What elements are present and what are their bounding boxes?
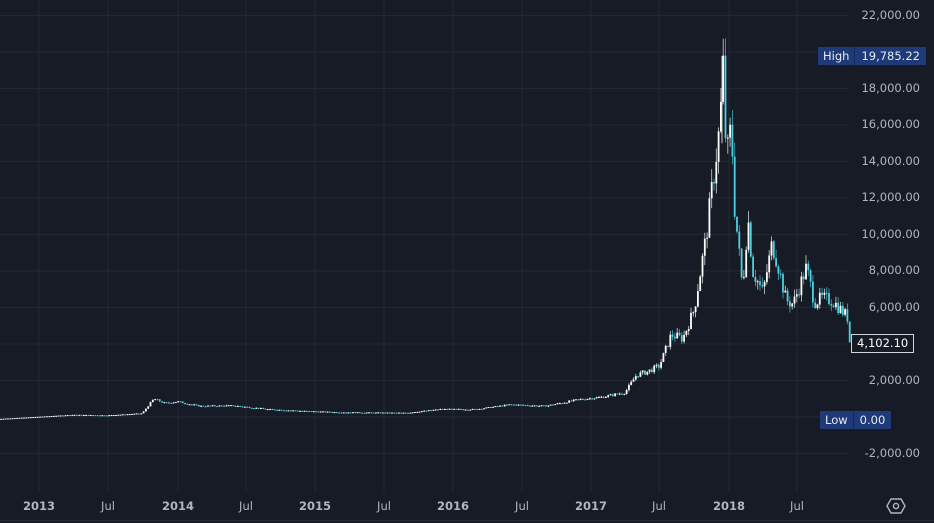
time-tick: 2014 (161, 499, 195, 513)
price-tick: 22,000.00 (861, 8, 920, 22)
price-tick: 2,000.00 (868, 373, 920, 387)
last-price-label: 4,102.10 (851, 334, 915, 353)
time-tick: Jul (790, 499, 804, 513)
price-tick: 6,000.00 (868, 300, 920, 314)
price-tick: 14,000.00 (861, 154, 920, 168)
high-tag-value: 19,785.22 (855, 47, 926, 65)
price-tick: 18,000.00 (861, 81, 920, 95)
price-tick: 16,000.00 (861, 117, 920, 131)
high-price-tag: High 19,785.22 (818, 47, 926, 65)
low-tag-value: 0.00 (853, 411, 892, 429)
price-tick: 8,000.00 (868, 263, 920, 277)
time-tick: 2016 (436, 499, 470, 513)
time-tick: Jul (101, 499, 115, 513)
time-tick: 2013 (22, 499, 56, 513)
price-tick: -2,000.00 (864, 446, 920, 460)
time-tick: 2017 (574, 499, 608, 513)
low-tag-key: Low (820, 411, 854, 429)
settings-hexagon-icon[interactable] (886, 497, 906, 515)
price-tick: 12,000.00 (861, 190, 920, 204)
time-tick: 2018 (712, 499, 746, 513)
time-tick: Jul (377, 499, 391, 513)
time-tick: Jul (515, 499, 529, 513)
time-tick: Jul (652, 499, 666, 513)
low-price-tag: Low 0.00 (820, 411, 892, 429)
bottom-border (0, 520, 934, 521)
price-tick: 10,000.00 (861, 227, 920, 241)
high-tag-key: High (818, 47, 856, 65)
time-tick: 2015 (298, 499, 332, 513)
time-tick: Jul (239, 499, 253, 513)
